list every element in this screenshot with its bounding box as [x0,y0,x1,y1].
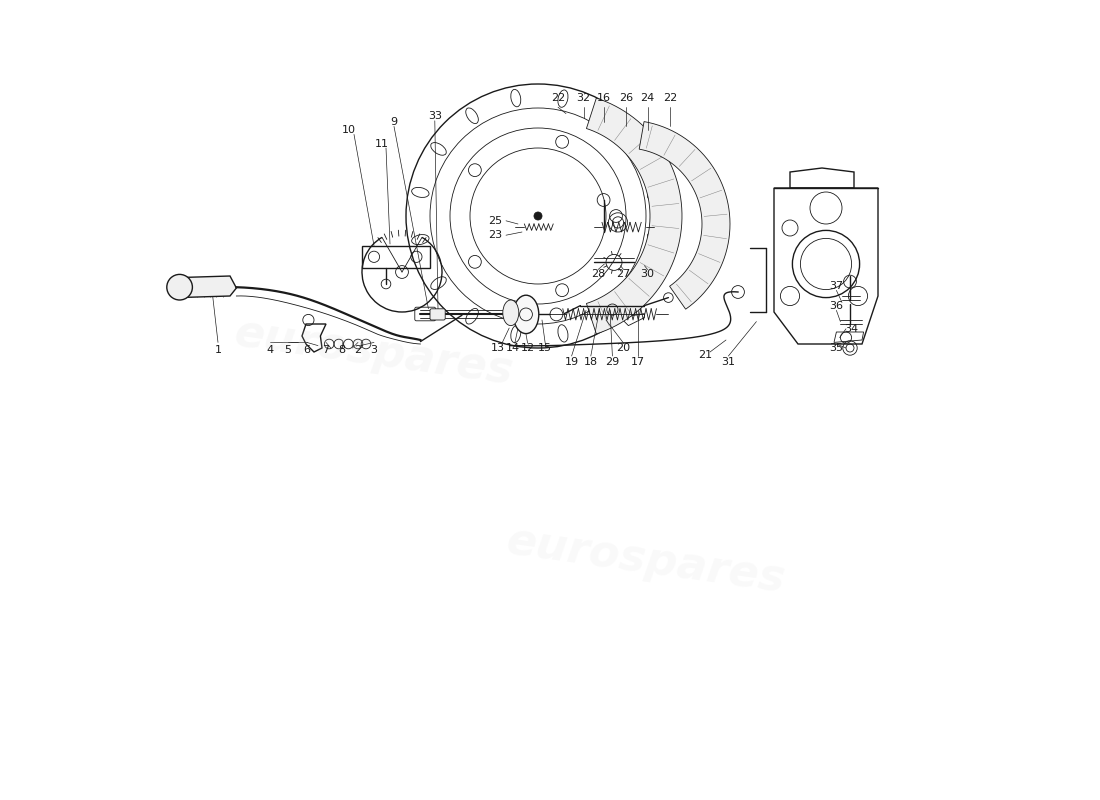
Text: 26: 26 [619,93,634,102]
Text: 14: 14 [506,343,520,353]
Text: 11: 11 [375,139,389,149]
Text: 12: 12 [520,343,535,353]
Text: 27: 27 [616,270,630,279]
Text: 35: 35 [829,343,844,353]
Text: eurospares: eurospares [504,519,789,601]
Text: 36: 36 [829,302,844,311]
FancyBboxPatch shape [430,309,446,320]
Text: 15: 15 [538,343,552,353]
Text: 25: 25 [488,216,503,226]
Text: 22: 22 [551,93,565,102]
Text: 13: 13 [491,343,505,353]
Text: 20: 20 [616,343,630,353]
Text: 22: 22 [663,93,678,102]
Text: 32: 32 [576,93,591,102]
Text: 31: 31 [722,357,736,366]
Text: 3: 3 [371,346,377,355]
Text: 30: 30 [640,270,654,279]
Text: 2: 2 [354,346,362,355]
Text: 17: 17 [631,357,645,366]
Text: 21: 21 [698,350,713,360]
Text: 37: 37 [829,282,844,291]
Circle shape [167,274,192,300]
Polygon shape [586,98,682,334]
Text: 23: 23 [488,230,503,240]
Text: 8: 8 [339,346,345,355]
Ellipse shape [514,295,539,334]
Text: 16: 16 [596,93,611,102]
Text: 4: 4 [266,346,274,355]
Ellipse shape [503,300,519,326]
Text: 7: 7 [322,346,330,355]
Text: 34: 34 [844,324,858,334]
Text: 6: 6 [304,346,310,355]
Polygon shape [178,276,236,298]
Text: 24: 24 [640,93,654,102]
Text: 18: 18 [584,357,598,366]
Text: eurospares: eurospares [232,311,516,393]
Text: 9: 9 [390,117,397,126]
Text: 29: 29 [605,357,619,366]
Text: 10: 10 [341,125,355,134]
Text: 5: 5 [284,346,292,355]
Text: 33: 33 [428,111,442,121]
Text: 28: 28 [591,270,605,279]
Text: 19: 19 [564,357,579,366]
Text: 1: 1 [214,346,221,355]
Polygon shape [639,122,730,309]
Circle shape [534,212,542,220]
